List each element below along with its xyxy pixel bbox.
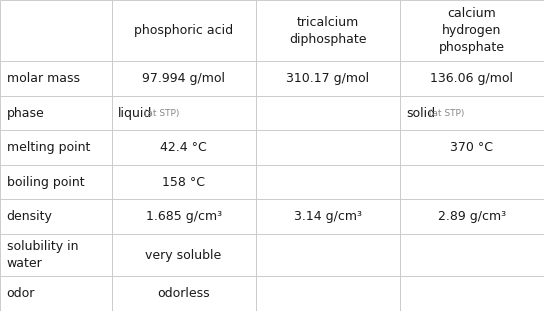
Text: density: density	[7, 210, 52, 223]
Text: 2.89 g/cm³: 2.89 g/cm³	[438, 210, 506, 223]
Bar	[0, 61, 112, 96]
Bar	[0, 96, 112, 130]
Bar	[400, 276, 544, 311]
Bar	[400, 96, 544, 130]
Bar	[256, 199, 400, 234]
Text: 42.4 °C: 42.4 °C	[160, 141, 207, 154]
Text: phosphoric acid: phosphoric acid	[134, 24, 233, 37]
Text: 158 °C: 158 °C	[162, 175, 205, 188]
Bar	[400, 234, 544, 276]
Bar	[256, 0, 400, 61]
Text: (at STP): (at STP)	[141, 109, 180, 118]
Bar	[400, 199, 544, 234]
Bar	[400, 0, 544, 61]
Bar	[400, 130, 544, 165]
Text: calcium
hydrogen
phosphate: calcium hydrogen phosphate	[439, 7, 505, 54]
Bar	[400, 61, 544, 96]
Text: 370 °C: 370 °C	[450, 141, 493, 154]
Text: 3.14 g/cm³: 3.14 g/cm³	[294, 210, 362, 223]
Bar	[112, 61, 256, 96]
Bar	[256, 61, 400, 96]
Text: 1.685 g/cm³: 1.685 g/cm³	[146, 210, 221, 223]
Bar	[112, 234, 256, 276]
Text: 97.994 g/mol: 97.994 g/mol	[142, 72, 225, 85]
Text: tricalcium
diphosphate: tricalcium diphosphate	[289, 16, 367, 46]
Text: melting point: melting point	[7, 141, 90, 154]
Text: odor: odor	[7, 287, 35, 300]
Text: phase: phase	[7, 106, 44, 119]
Text: boiling point: boiling point	[7, 175, 84, 188]
Text: molar mass: molar mass	[7, 72, 79, 85]
Bar	[0, 130, 112, 165]
Text: liquid: liquid	[118, 106, 152, 119]
Bar	[112, 130, 256, 165]
Text: solid: solid	[406, 106, 436, 119]
Text: very soluble: very soluble	[145, 249, 222, 262]
Bar	[0, 199, 112, 234]
Bar	[0, 276, 112, 311]
Bar	[256, 234, 400, 276]
Bar	[112, 199, 256, 234]
Bar	[112, 0, 256, 61]
Bar	[400, 165, 544, 199]
Bar	[112, 276, 256, 311]
Bar	[256, 165, 400, 199]
Bar	[256, 276, 400, 311]
Bar	[0, 234, 112, 276]
Bar	[0, 0, 112, 61]
Bar	[256, 130, 400, 165]
Bar	[256, 96, 400, 130]
Text: (at STP): (at STP)	[426, 109, 465, 118]
Bar	[112, 96, 256, 130]
Text: 136.06 g/mol: 136.06 g/mol	[430, 72, 514, 85]
Text: odorless: odorless	[157, 287, 210, 300]
Bar	[0, 165, 112, 199]
Text: 310.17 g/mol: 310.17 g/mol	[286, 72, 369, 85]
Bar	[112, 165, 256, 199]
Text: solubility in
water: solubility in water	[7, 240, 78, 270]
